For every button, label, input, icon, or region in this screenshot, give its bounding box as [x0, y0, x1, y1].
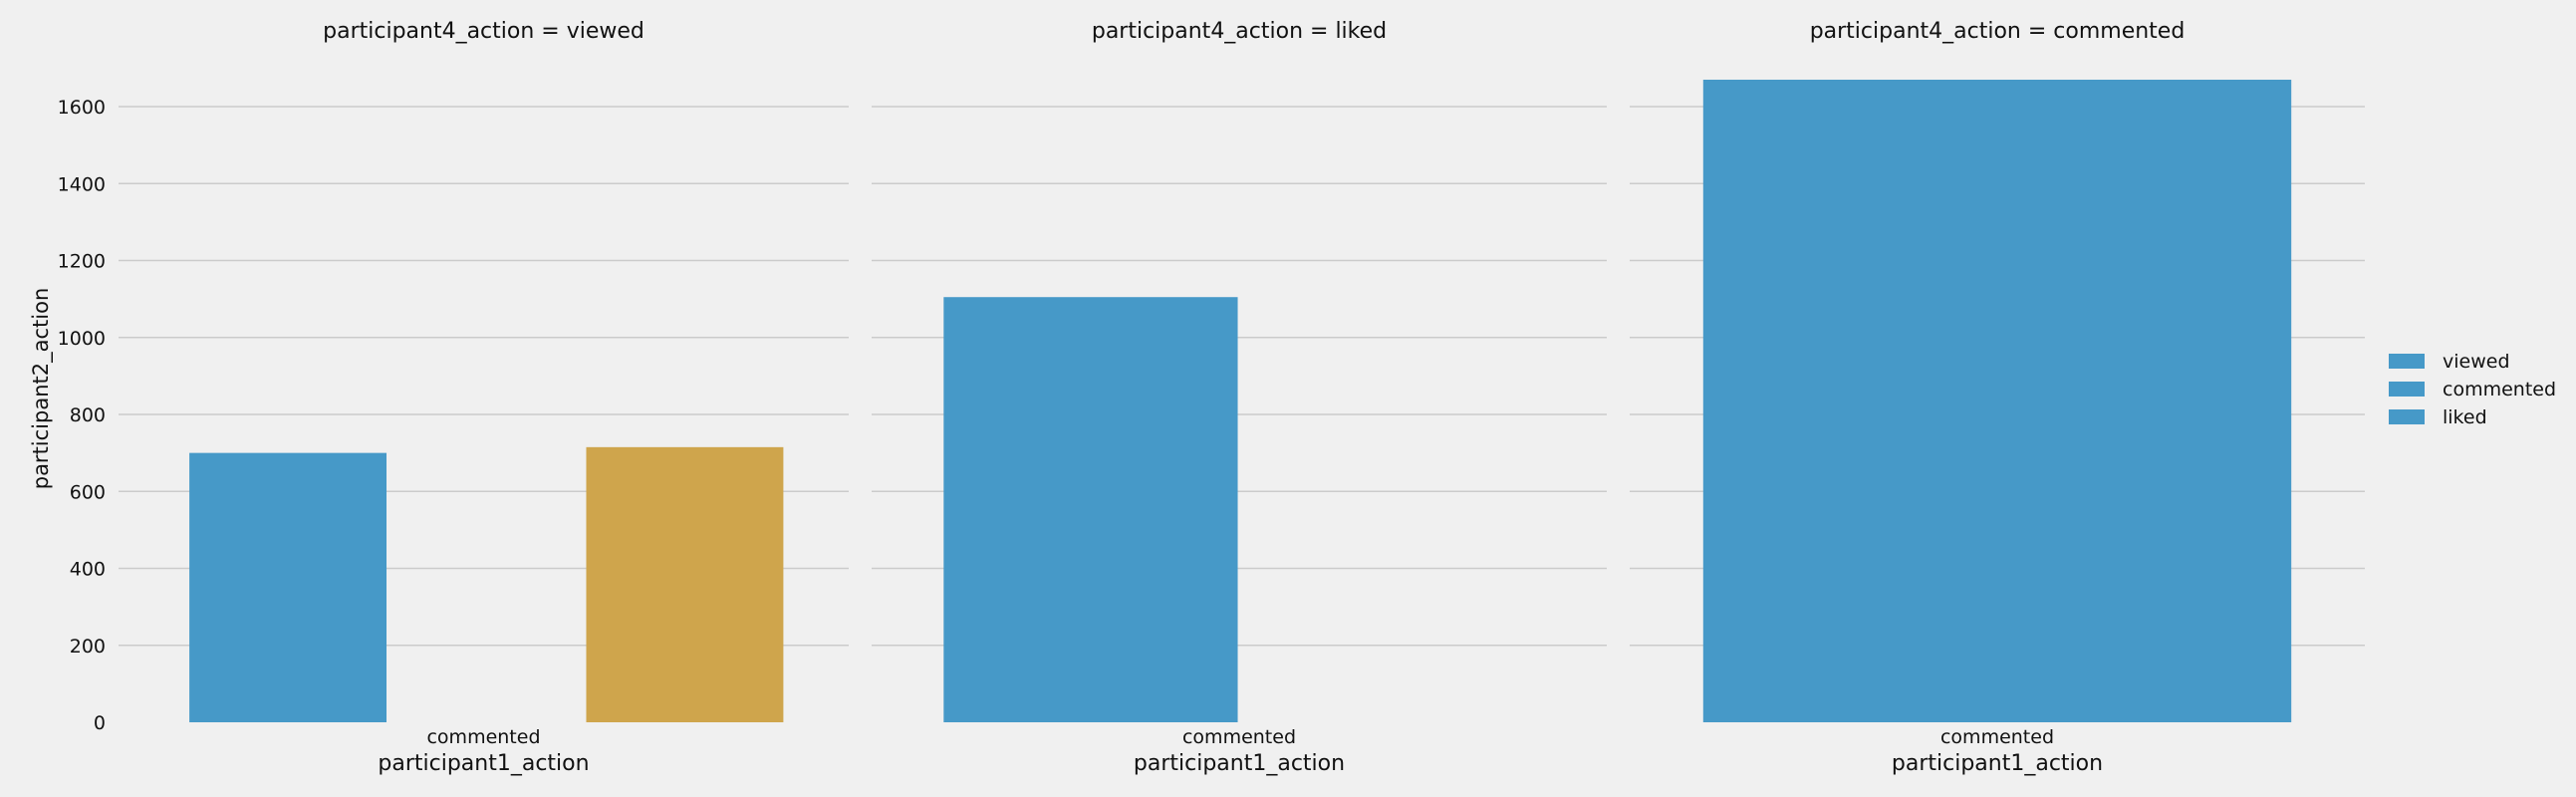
- x-tick-label: commented: [1182, 726, 1296, 748]
- facet-panel-1: commented participant1_action participant4…: [119, 19, 849, 776]
- y-axis-ticks: 0 200 400 600 800 1000 1200 1400 1600: [58, 97, 106, 734]
- x-axis-label: participant1_action: [1134, 751, 1345, 776]
- legend: viewed commented liked: [2389, 351, 2556, 428]
- y-tick-label: 200: [70, 636, 106, 658]
- facet-title: participant4_action = viewed: [323, 19, 644, 44]
- x-axis-label: participant1_action: [1892, 751, 2103, 776]
- y-axis-label: participant2_action: [29, 288, 54, 490]
- y-tick-label: 0: [94, 712, 106, 734]
- bar: [943, 297, 1238, 722]
- legend-swatch: [2389, 382, 2425, 397]
- x-tick-label: commented: [1940, 726, 2054, 748]
- y-tick-label: 400: [70, 559, 106, 581]
- y-tick-label: 800: [70, 404, 106, 426]
- bar: [586, 446, 784, 722]
- legend-swatch: [2389, 409, 2425, 424]
- facet-panel-2: commented participant1_action participant4…: [872, 19, 1607, 776]
- facet-panel-3: commented participant1_action participant4…: [1630, 19, 2365, 776]
- legend-label: commented: [2443, 379, 2556, 400]
- x-tick-label: commented: [426, 726, 540, 748]
- y-tick-label: 1200: [58, 251, 106, 273]
- bar: [1702, 80, 2292, 722]
- bar: [189, 452, 387, 722]
- y-tick-label: 600: [70, 481, 106, 503]
- legend-label: viewed: [2443, 351, 2510, 373]
- x-axis-label: participant1_action: [378, 751, 589, 776]
- y-tick-label: 1000: [58, 328, 106, 350]
- chart-panels: commented participant1_action participant4…: [58, 19, 2365, 776]
- facet-title: participant4_action = commented: [1810, 19, 2186, 44]
- legend-label: liked: [2443, 406, 2487, 428]
- facet-title: participant4_action = liked: [1092, 19, 1387, 44]
- y-tick-label: 1400: [58, 173, 106, 195]
- y-tick-label: 1600: [58, 97, 106, 119]
- legend-swatch: [2389, 354, 2425, 369]
